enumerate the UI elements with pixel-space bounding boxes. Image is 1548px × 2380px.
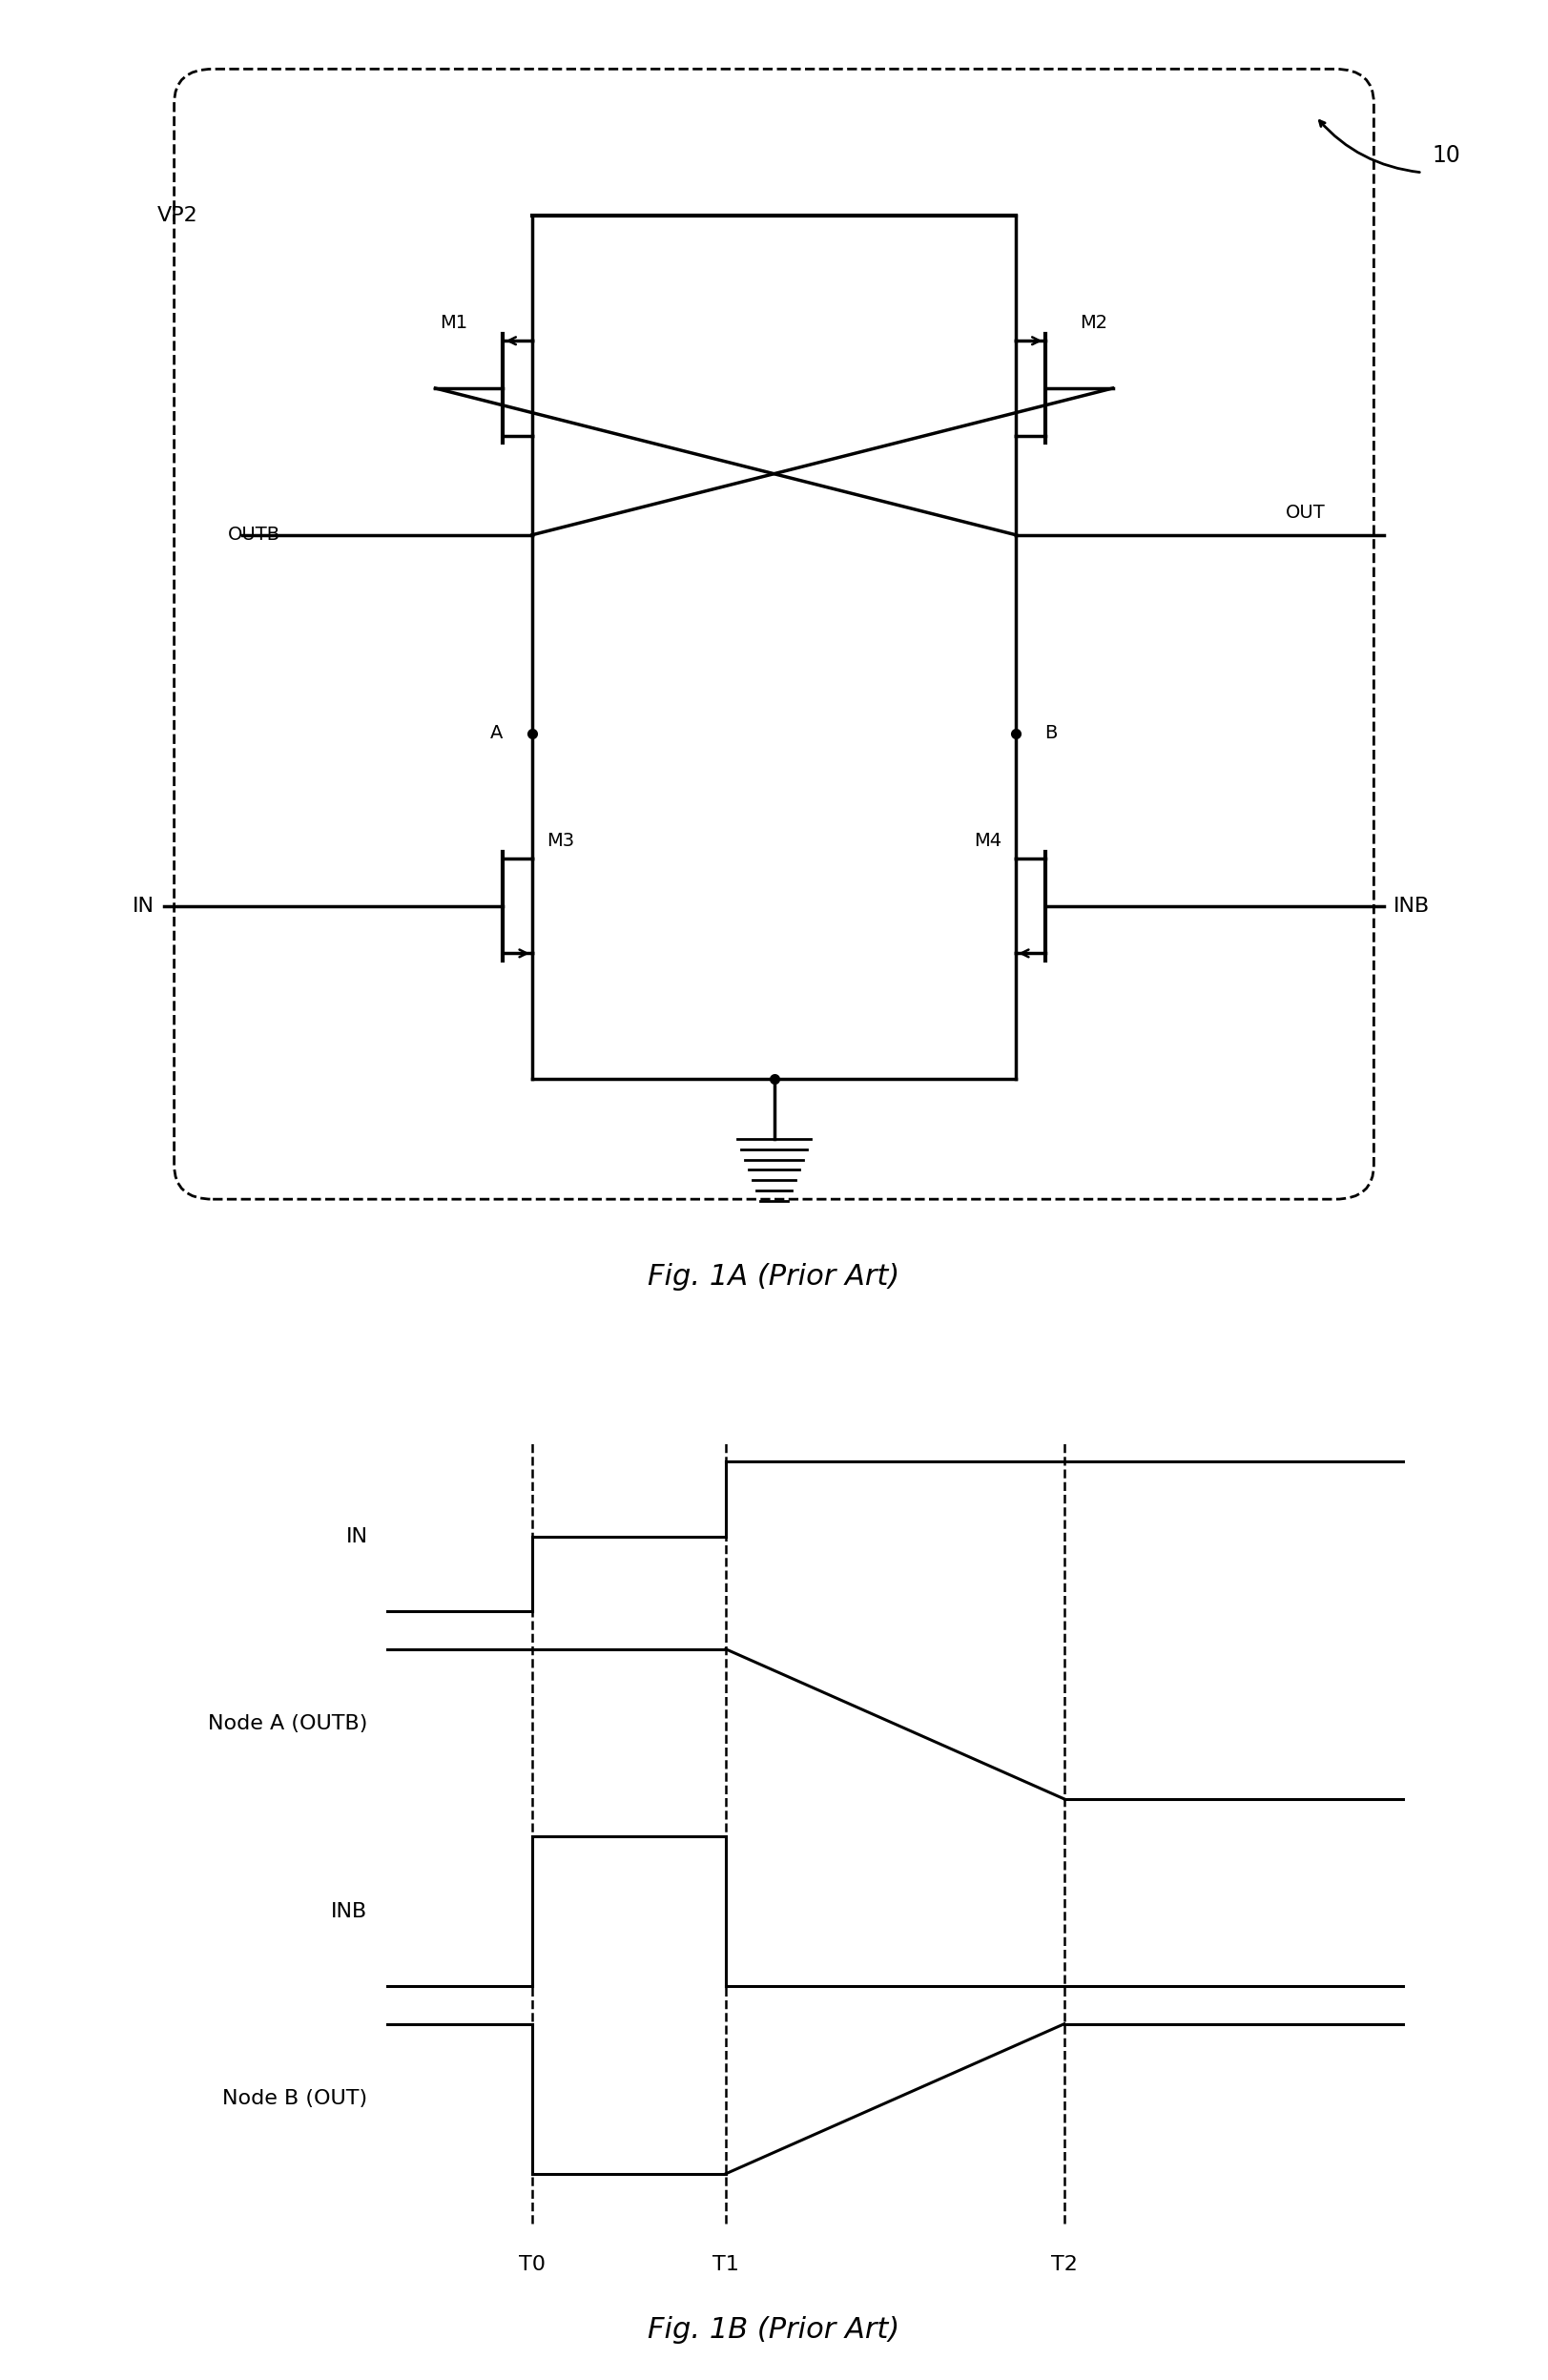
Text: T1: T1 xyxy=(712,2256,738,2275)
Text: OUT: OUT xyxy=(1286,505,1325,521)
Text: INB: INB xyxy=(331,1902,368,1921)
Text: M4: M4 xyxy=(974,831,1002,850)
Text: T0: T0 xyxy=(519,2256,545,2275)
Text: Fig. 1B (Prior Art): Fig. 1B (Prior Art) xyxy=(649,2316,899,2344)
Text: B: B xyxy=(1045,724,1057,743)
Text: M1: M1 xyxy=(440,314,467,333)
Text: Node B (OUT): Node B (OUT) xyxy=(223,2090,368,2109)
Text: OUTB: OUTB xyxy=(228,526,280,545)
Text: 10: 10 xyxy=(1432,143,1460,167)
Text: M3: M3 xyxy=(546,831,574,850)
Text: T2: T2 xyxy=(1051,2256,1077,2275)
Text: INB: INB xyxy=(1393,897,1430,916)
Text: Node A (OUTB): Node A (OUTB) xyxy=(207,1714,368,1733)
Text: A: A xyxy=(491,724,503,743)
Text: IN: IN xyxy=(133,897,155,916)
Text: VP2: VP2 xyxy=(158,207,198,226)
Text: M2: M2 xyxy=(1081,314,1108,333)
Text: IN: IN xyxy=(345,1528,368,1547)
Text: Fig. 1A (Prior Art): Fig. 1A (Prior Art) xyxy=(649,1264,899,1290)
